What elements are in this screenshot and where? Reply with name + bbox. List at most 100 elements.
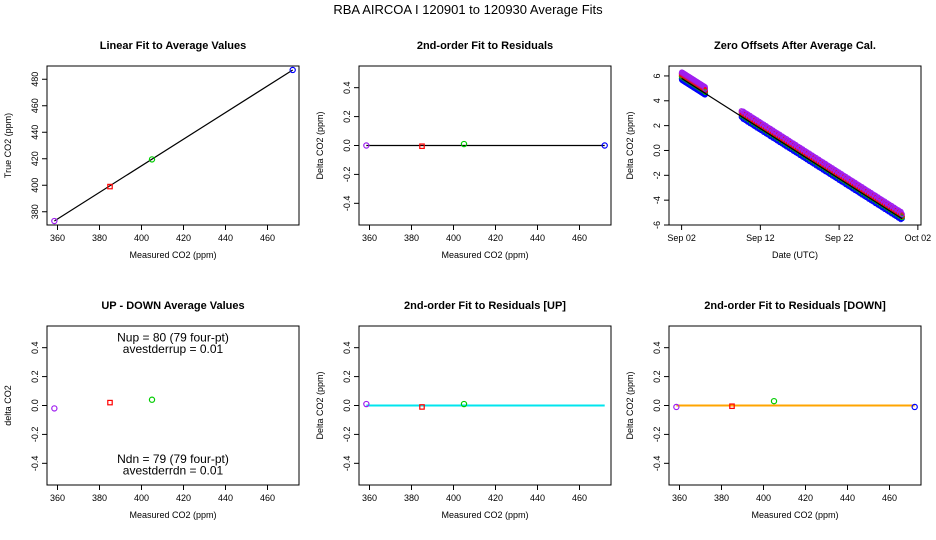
data-point [148,396,156,403]
x-tick-label: 380 [404,233,419,243]
y-tick-label: 0.2 [652,370,662,383]
panel-title: UP - DOWN Average Values [101,300,244,312]
x-tick-label: 420 [176,233,191,243]
panel-title: 2nd-order Fit to Residuals [417,40,553,52]
y-axis-label: True CO2 (ppm) [3,113,13,178]
x-tick-label: 380 [92,493,107,503]
annotation-text: avestderrup = 0.01 [123,342,224,356]
x-tick-label: 400 [756,493,771,503]
x-tick-label: Oct 02 [905,233,932,243]
figure-suptitle: RBA AIRCOA I 120901 to 120930 Average Fi… [333,2,603,17]
panel-5: 2nd-order Fit to Residuals [UP] Measured … [315,300,612,520]
y-tick-label: 0.4 [652,341,662,354]
y-tick-label: -0.4 [342,456,352,472]
panel-1: Linear Fit to Average Values Measured CO2… [3,40,300,260]
x-tick-label: Sep 12 [746,233,775,243]
x-tick-label: 440 [218,493,233,503]
data-point [419,143,425,150]
x-tick-label: Sep 22 [825,233,854,243]
y-tick-label: -0.2 [342,427,352,443]
y-tick-label: 0.4 [30,341,40,354]
y-tick-label: -6 [652,221,662,229]
panel-6: 2nd-order Fit to Residuals [DOWN] Measure… [625,300,922,520]
offset-point [702,86,709,92]
x-tick-label: 420 [488,493,503,503]
annotation-text: Nup = 80 (79 four-pt) [117,331,229,345]
y-tick-label: 420 [30,151,40,166]
y-axis-label: Delta CO2 (ppm) [625,371,635,439]
y-tick-label: 0.0 [652,399,662,412]
x-tick-label: 380 [714,493,729,503]
x-tick-label: 400 [134,233,149,243]
x-tick-label: 360 [50,493,65,503]
x-axis-label: Date (UTC) [772,250,818,260]
y-tick-label: 2 [652,123,662,128]
x-axis-label: Measured CO2 (ppm) [751,510,838,520]
x-tick-label: 380 [404,493,419,503]
x-tick-label: 440 [840,493,855,503]
x-tick-label: 460 [260,493,275,503]
x-tick-label: 360 [362,493,377,503]
x-axis-label: Measured CO2 (ppm) [129,250,216,260]
panel-4: UP - DOWN Average Values Measured CO2 (pp… [3,300,300,520]
y-tick-label: 0.2 [30,370,40,383]
fit-line [681,77,903,220]
y-axis-label: Delta CO2 (ppm) [315,371,325,439]
data-point [911,403,918,411]
y-axis-label: Delta CO2 (ppm) [315,111,325,179]
y-tick-label: -0.4 [30,456,40,472]
x-tick-label: 460 [572,493,587,503]
plot-frame [668,65,922,226]
y-tick-label: 460 [30,98,40,113]
plot-frame [46,65,300,226]
x-tick-label: 400 [134,493,149,503]
panel-3: Zero Offsets After Average Cal. Date (UTC… [625,40,931,260]
panel-title: Zero Offsets After Average Cal. [714,40,876,52]
x-axis-label: Measured CO2 (ppm) [441,250,528,260]
x-tick-label: 360 [362,233,377,243]
x-tick-label: 360 [672,493,687,503]
data-point [289,66,296,74]
y-tick-label: 0.2 [342,370,352,383]
data-point [673,403,680,411]
y-tick-label: -0.4 [652,456,662,472]
y-tick-label: -2 [652,171,662,179]
y-tick-label: 380 [30,204,40,219]
y-axis-label: Delta CO2 (ppm) [625,111,635,179]
y-tick-label: 4 [652,98,662,103]
annotation-text: Ndn = 79 (79 four-pt) [117,452,229,466]
y-tick-label: 0.4 [342,81,352,94]
y-tick-label: 400 [30,178,40,193]
y-tick-label: -0.4 [342,196,352,212]
y-tick-label: -0.2 [342,167,352,183]
y-tick-label: 0.0 [652,144,662,157]
panel-title: 2nd-order Fit to Residuals [DOWN] [704,300,886,312]
x-tick-label: 420 [798,493,813,503]
data-point [51,405,58,412]
x-tick-label: 380 [92,233,107,243]
x-tick-label: 420 [488,233,503,243]
data-point [419,404,425,410]
data-point [107,399,113,406]
y-axis-label: delta CO2 [3,385,13,426]
y-tick-label: -0.2 [652,427,662,443]
data-point [460,400,468,408]
data-point [601,142,608,149]
y-tick-label: 6 [652,73,662,78]
x-tick-label: 420 [176,493,191,503]
data-point [729,403,735,410]
panel-title: 2nd-order Fit to Residuals [UP] [404,300,566,312]
y-tick-label: 0.0 [30,399,40,412]
fit-line [54,69,294,222]
x-tick-label: 440 [530,233,545,243]
annotation-text: avestderrdn = 0.01 [123,464,224,478]
data-point [363,142,370,149]
panel-2: 2nd-order Fit to Residuals Measured CO2 (… [315,40,612,260]
y-tick-label: 480 [30,72,40,87]
y-tick-label: 0.0 [342,399,352,412]
data-point [107,183,113,190]
x-tick-label: 400 [446,233,461,243]
data-point [770,397,778,405]
x-tick-label: 400 [446,493,461,503]
